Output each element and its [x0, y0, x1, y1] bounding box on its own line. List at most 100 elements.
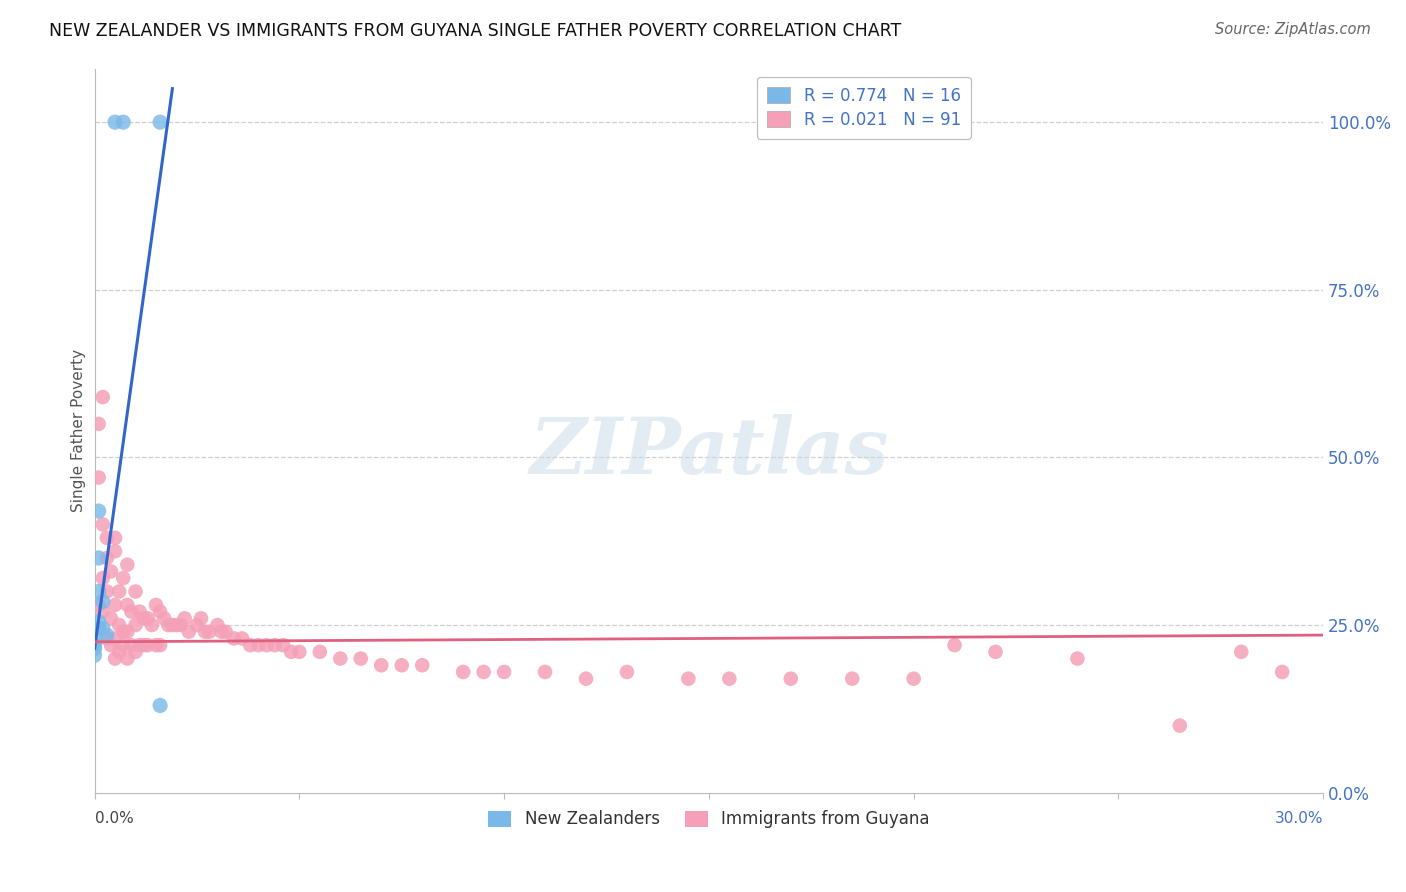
Point — [136, 638, 159, 652]
Point — [169, 618, 191, 632]
Text: NEW ZEALANDER VS IMMIGRANTS FROM GUYANA SINGLE FATHER POVERTY CORRELATION CHART: NEW ZEALANDER VS IMMIGRANTS FROM GUYANA … — [49, 22, 901, 40]
Point — [124, 584, 146, 599]
Point — [370, 658, 392, 673]
Point — [96, 531, 118, 545]
Y-axis label: Single Father Poverty: Single Father Poverty — [72, 349, 86, 512]
Point — [104, 598, 127, 612]
Point — [104, 651, 127, 665]
Point — [104, 531, 127, 545]
Point — [1168, 718, 1191, 732]
Point — [96, 584, 118, 599]
Point — [141, 618, 163, 632]
Point — [153, 611, 176, 625]
Point — [132, 638, 155, 652]
Point — [984, 645, 1007, 659]
Point — [104, 632, 127, 646]
Point — [534, 665, 557, 679]
Point — [198, 624, 221, 639]
Point — [83, 638, 105, 652]
Point — [108, 645, 131, 659]
Text: 0.0%: 0.0% — [94, 812, 134, 826]
Point — [83, 641, 105, 656]
Point — [100, 565, 122, 579]
Point — [117, 598, 139, 612]
Point — [136, 611, 159, 625]
Point — [280, 645, 302, 659]
Point — [149, 698, 172, 713]
Point — [91, 517, 114, 532]
Point — [207, 618, 229, 632]
Point — [112, 624, 135, 639]
Point — [124, 618, 146, 632]
Point — [108, 618, 131, 632]
Point — [903, 672, 925, 686]
Point — [96, 551, 118, 566]
Point — [117, 651, 139, 665]
Point — [132, 611, 155, 625]
Legend: New Zealanders, Immigrants from Guyana: New Zealanders, Immigrants from Guyana — [481, 804, 936, 835]
Point — [157, 618, 180, 632]
Point — [411, 658, 433, 673]
Point — [87, 551, 110, 566]
Point — [256, 638, 278, 652]
Point — [117, 558, 139, 572]
Point — [194, 624, 217, 639]
Point — [288, 645, 311, 659]
Point — [87, 470, 110, 484]
Point — [239, 638, 262, 652]
Text: ZIPatlas: ZIPatlas — [529, 414, 889, 491]
Point — [779, 672, 801, 686]
Point — [186, 618, 208, 632]
Text: Source: ZipAtlas.com: Source: ZipAtlas.com — [1215, 22, 1371, 37]
Point — [87, 417, 110, 431]
Point — [83, 634, 105, 648]
Point — [87, 584, 110, 599]
Point — [100, 638, 122, 652]
Point — [263, 638, 285, 652]
Point — [96, 628, 118, 642]
Point — [96, 632, 118, 646]
Point — [308, 645, 330, 659]
Point — [100, 611, 122, 625]
Point — [120, 605, 142, 619]
Point — [173, 611, 195, 625]
Point — [494, 665, 516, 679]
Point — [451, 665, 474, 679]
Point — [190, 611, 212, 625]
Point — [678, 672, 700, 686]
Point — [943, 638, 966, 652]
Point — [575, 672, 598, 686]
Point — [149, 638, 172, 652]
Point — [124, 645, 146, 659]
Point — [117, 624, 139, 639]
Point — [128, 638, 150, 652]
Point — [104, 544, 127, 558]
Point — [214, 624, 236, 639]
Point — [91, 390, 114, 404]
Point — [350, 651, 373, 665]
Point — [145, 598, 167, 612]
Point — [211, 624, 233, 639]
Point — [91, 571, 114, 585]
Point — [231, 632, 253, 646]
Point — [112, 115, 135, 129]
Point — [108, 584, 131, 599]
Point — [104, 115, 127, 129]
Point — [329, 651, 352, 665]
Point — [162, 618, 184, 632]
Point — [145, 638, 167, 652]
Text: 30.0%: 30.0% — [1275, 812, 1323, 826]
Point — [616, 665, 638, 679]
Point — [247, 638, 270, 652]
Point — [391, 658, 413, 673]
Point — [1066, 651, 1088, 665]
Point — [91, 605, 114, 619]
Point — [120, 638, 142, 652]
Point — [83, 648, 105, 663]
Point — [112, 571, 135, 585]
Point — [472, 665, 495, 679]
Point — [166, 618, 188, 632]
Point — [87, 621, 110, 635]
Point — [1271, 665, 1294, 679]
Point — [87, 504, 110, 518]
